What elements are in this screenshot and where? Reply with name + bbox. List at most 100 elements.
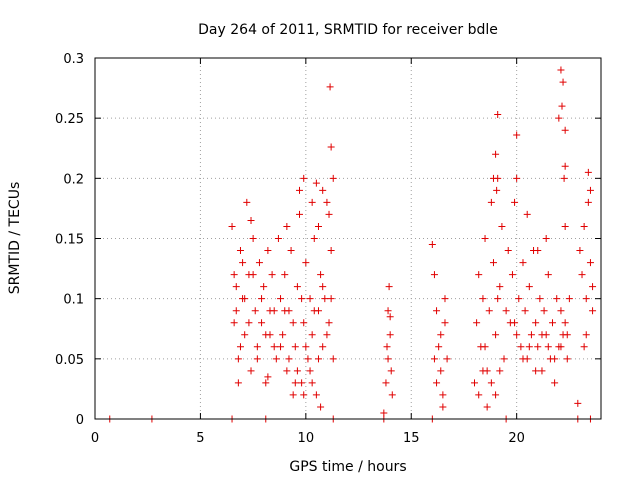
data-point <box>241 295 249 303</box>
data-point <box>319 283 327 291</box>
data-point <box>561 126 569 134</box>
data-point <box>268 271 276 279</box>
data-point <box>560 174 568 182</box>
data-point <box>496 283 504 291</box>
data-point <box>511 319 519 327</box>
data-point <box>314 355 322 363</box>
data-point <box>557 307 565 315</box>
axis-ticks: 0 5 10 15 20 0 0.05 0.1 0.15 0.2 0.25 0.3 <box>55 52 601 446</box>
data-point <box>487 198 495 206</box>
data-point <box>232 307 240 315</box>
y-tick-label: 0.2 <box>63 172 84 187</box>
data-point <box>298 379 306 387</box>
data-point <box>479 295 487 303</box>
data-point <box>245 319 253 327</box>
data-point <box>277 295 285 303</box>
data-point <box>279 331 287 339</box>
data-point <box>430 271 438 279</box>
data-point <box>435 343 443 351</box>
data-point <box>234 355 242 363</box>
data-point <box>277 343 285 351</box>
data-point <box>492 331 500 339</box>
data-point <box>513 331 521 339</box>
data-point <box>384 355 392 363</box>
data-point <box>523 210 531 218</box>
data-point <box>519 259 527 267</box>
data-point <box>561 162 569 170</box>
data-point <box>387 367 395 375</box>
data-point <box>314 222 322 230</box>
data-point <box>538 367 546 375</box>
data-point <box>302 343 310 351</box>
data-point <box>433 307 441 315</box>
data-point <box>258 295 266 303</box>
data-point <box>557 343 565 351</box>
data-point <box>578 271 586 279</box>
data-point <box>527 331 535 339</box>
data-point <box>498 222 506 230</box>
data-point <box>253 355 261 363</box>
data-point <box>270 343 278 351</box>
data-point <box>326 83 334 91</box>
data-point <box>586 186 594 194</box>
x-axis-label: GPS time / hours <box>289 459 406 475</box>
data-point <box>262 331 270 339</box>
data-point <box>258 319 266 327</box>
data-point <box>312 179 320 187</box>
data-point <box>515 295 523 303</box>
data-point <box>253 343 261 351</box>
data-point <box>300 319 308 327</box>
x-tick-label: 0 <box>91 431 99 446</box>
data-point <box>437 331 445 339</box>
data-point <box>494 111 502 119</box>
data-point <box>234 379 242 387</box>
data-point <box>525 283 533 291</box>
x-tick-label: 5 <box>196 431 204 446</box>
data-point <box>383 343 391 351</box>
data-point <box>385 283 393 291</box>
data-point <box>327 247 335 255</box>
data-point <box>291 343 299 351</box>
data-point <box>308 379 316 387</box>
data-point <box>230 271 238 279</box>
data-point <box>441 295 449 303</box>
data-point <box>549 319 557 327</box>
data-point <box>325 319 333 327</box>
data-point <box>300 391 308 399</box>
data-point <box>521 307 529 315</box>
data-point <box>493 186 501 194</box>
y-tick-label: 0.15 <box>55 233 84 248</box>
grid-lines <box>95 58 601 419</box>
data-point <box>441 319 449 327</box>
data-point <box>489 174 497 182</box>
data-point <box>298 295 306 303</box>
data-point <box>266 307 274 315</box>
data-point <box>428 241 436 249</box>
data-point <box>536 295 544 303</box>
data-point <box>561 319 569 327</box>
data-point <box>511 198 519 206</box>
data-point <box>232 283 240 291</box>
y-tick-label: 0.3 <box>63 52 84 67</box>
data-point <box>471 379 478 387</box>
data-point <box>308 198 316 206</box>
data-point <box>382 379 390 387</box>
data-point <box>228 222 236 230</box>
data-point <box>329 355 337 363</box>
data-point <box>388 391 396 399</box>
data-point <box>483 403 491 411</box>
y-tick-label: 0 <box>76 413 84 428</box>
data-point <box>492 150 500 158</box>
data-point <box>306 367 314 375</box>
x-tick-label: 20 <box>508 431 525 446</box>
data-point <box>555 114 563 122</box>
data-point <box>247 216 255 224</box>
data-point <box>513 131 521 139</box>
x-tick-label: 15 <box>403 431 420 446</box>
data-point <box>274 235 282 242</box>
data-point <box>559 78 567 86</box>
data-point <box>544 343 552 351</box>
data-point <box>317 403 325 411</box>
data-point <box>534 247 542 255</box>
